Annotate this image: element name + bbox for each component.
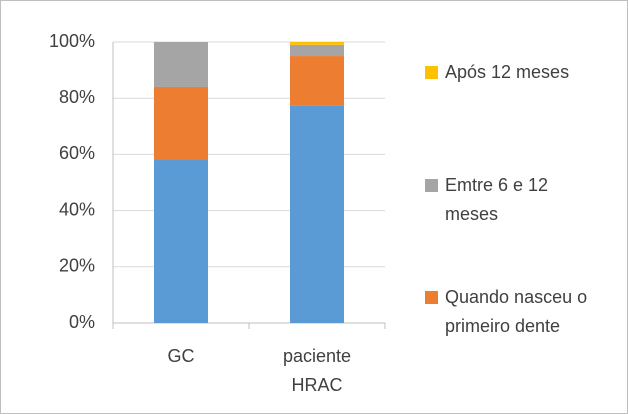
- y-tick-label: 100%: [49, 31, 95, 51]
- bar-segment: [290, 44, 344, 57]
- y-tick-label: 20%: [59, 256, 95, 276]
- bar-segment: [154, 42, 208, 87]
- x-tick-label: GC: [167, 346, 195, 366]
- legend-swatch: [425, 291, 438, 304]
- legend-label: Emtre 6 e 12 meses: [445, 175, 549, 224]
- y-tick-label: 40%: [59, 199, 95, 219]
- legend-label: Quando nasceu o primeiro dente: [445, 287, 588, 336]
- bar-segment: [290, 105, 344, 323]
- legend-swatch: [425, 66, 438, 79]
- bar-segment: [290, 42, 344, 45]
- legend-swatch: [425, 179, 438, 192]
- y-tick-label: 60%: [59, 143, 95, 163]
- bar-segment: [154, 160, 208, 323]
- y-tick-label: 80%: [59, 87, 95, 107]
- bar-segment: [154, 86, 208, 161]
- bar-segment: [290, 56, 344, 106]
- legend-label: Após 12 meses: [445, 62, 570, 82]
- x-tick-label: paciente HRAC: [282, 346, 352, 395]
- y-tick-label: 0%: [69, 312, 95, 332]
